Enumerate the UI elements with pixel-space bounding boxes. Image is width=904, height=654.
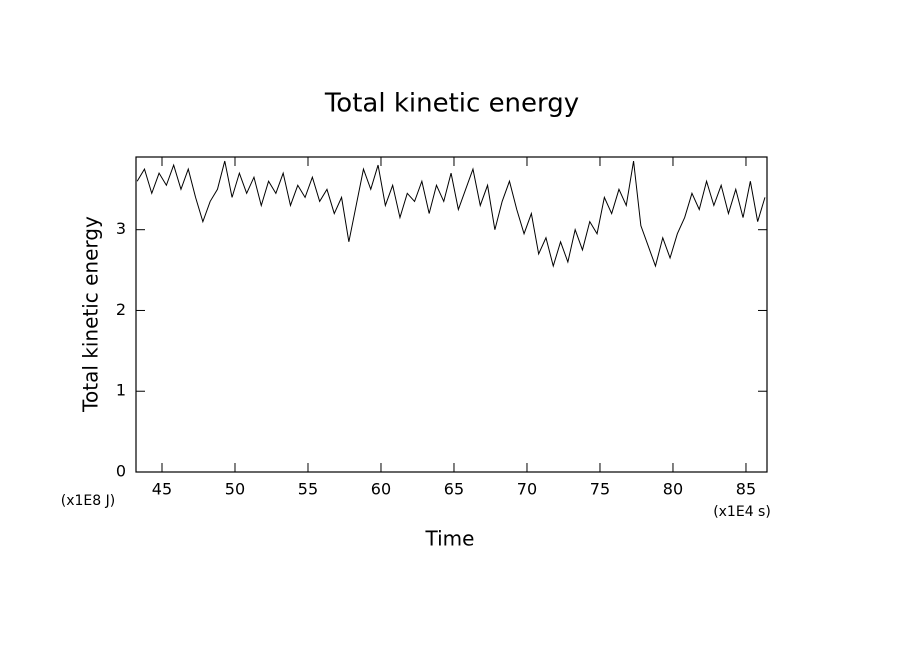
x-tick-label: 55 xyxy=(298,480,318,499)
y-unit: (x1E8 J) xyxy=(61,493,115,509)
x-tick-label: 50 xyxy=(225,480,245,499)
x-tick-label: 60 xyxy=(371,480,391,499)
x-tick-label: 80 xyxy=(663,480,683,499)
x-tick-label: 75 xyxy=(590,480,610,499)
plot-frame xyxy=(135,156,768,473)
x-tick-label: 65 xyxy=(444,480,464,499)
y-tick-label: 2 xyxy=(116,300,126,319)
y-tick-label: 0 xyxy=(116,462,126,481)
x-tick-label: 45 xyxy=(152,480,172,499)
y-tick-label: 3 xyxy=(116,219,126,238)
line-series xyxy=(136,160,766,268)
x-tick-label: 85 xyxy=(736,480,756,499)
chart-title: Total kinetic energy xyxy=(324,89,579,119)
y-axis-label: Total kinetic energy xyxy=(79,216,103,413)
x-tick-label: 70 xyxy=(517,480,537,499)
y-tick-label: 1 xyxy=(116,381,126,400)
x-unit: (x1E4 s) xyxy=(713,504,771,520)
x-axis-label: Time xyxy=(425,527,475,551)
